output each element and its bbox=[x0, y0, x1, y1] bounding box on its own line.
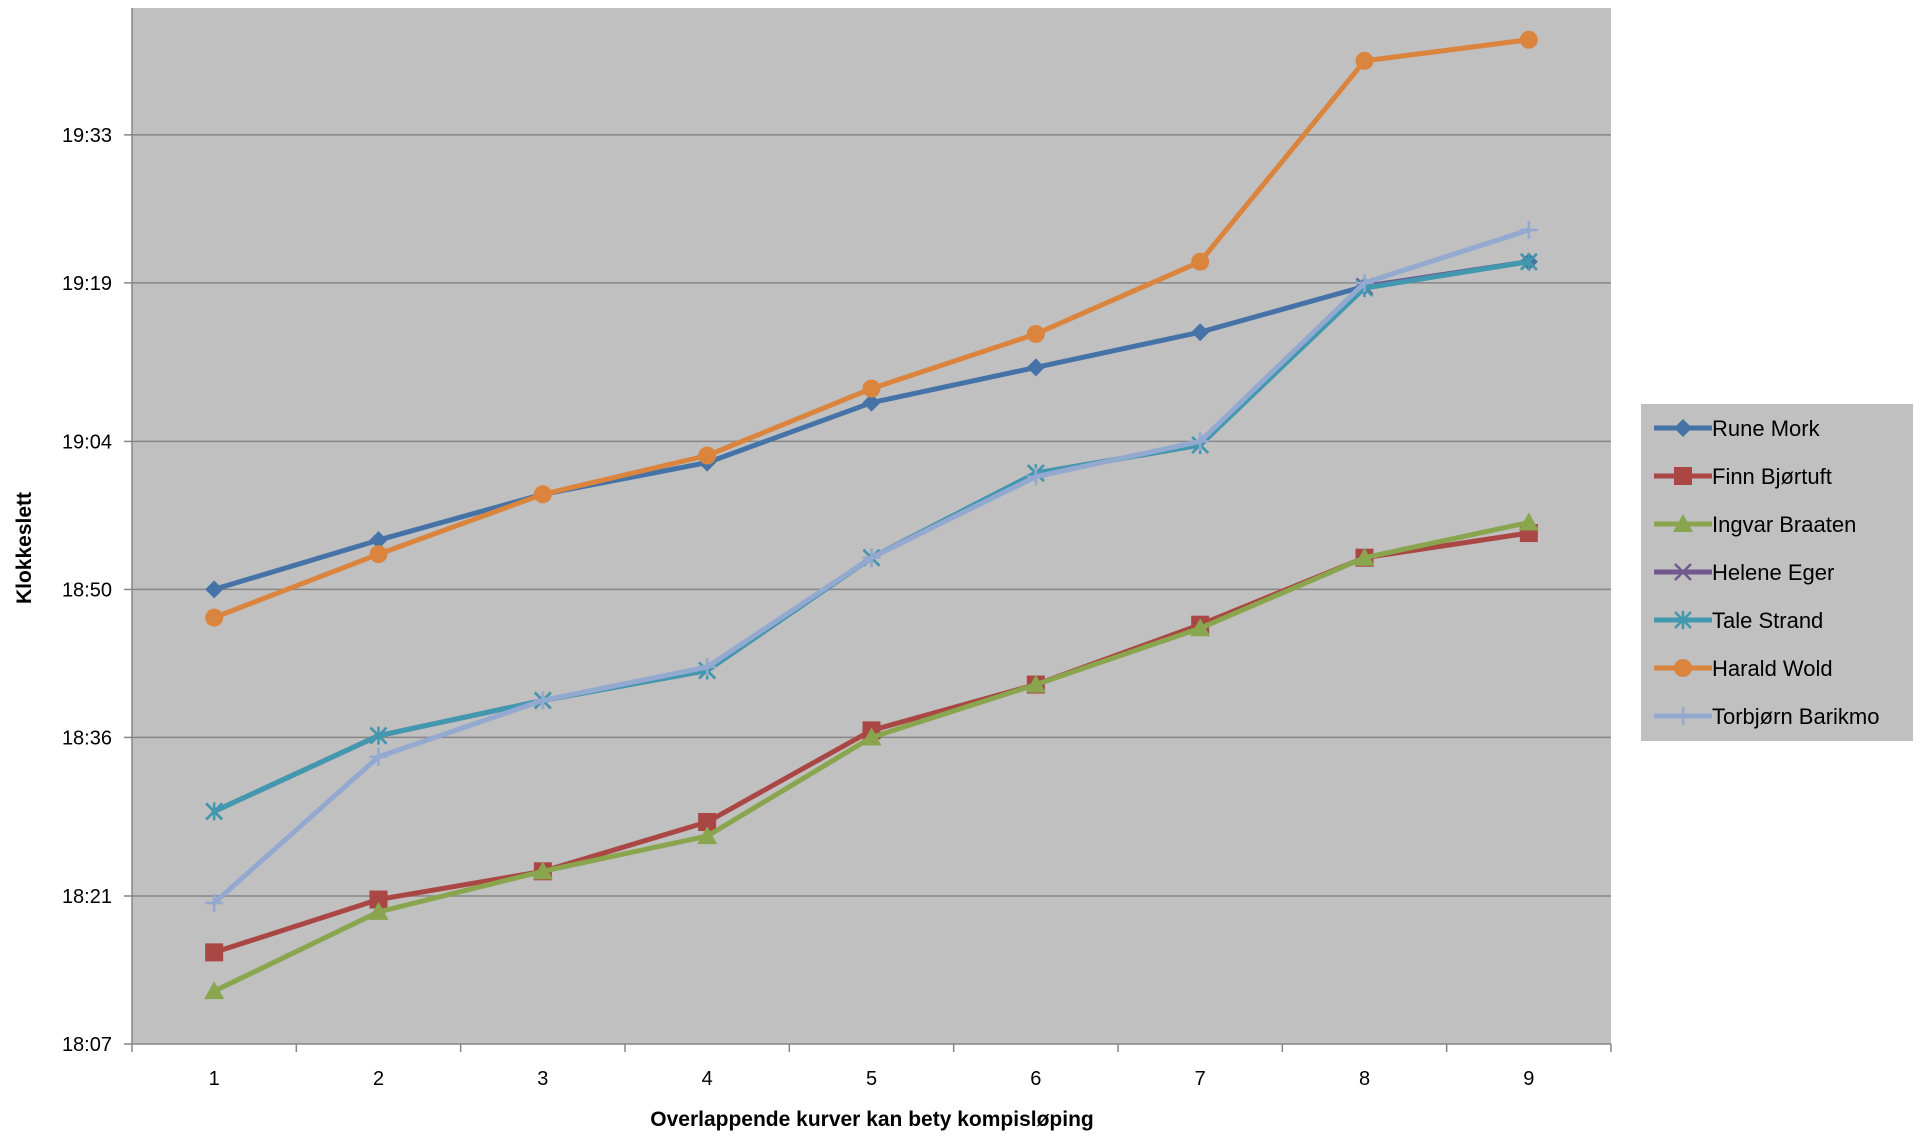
axes bbox=[131, 8, 1612, 1052]
data-point bbox=[861, 727, 882, 746]
data-point bbox=[862, 393, 881, 412]
data-point bbox=[862, 379, 881, 398]
y-tick-label: 18:36 bbox=[62, 727, 112, 749]
data-point bbox=[369, 545, 388, 564]
data-point bbox=[1519, 30, 1538, 49]
data-point bbox=[1354, 547, 1375, 566]
data-point bbox=[1674, 707, 1692, 725]
legend-item: Harald Wold bbox=[1654, 656, 1833, 681]
data-point bbox=[1026, 358, 1045, 377]
x-tick-label: 5 bbox=[866, 1068, 877, 1090]
x-axis-title: Overlappende kurver kan bety kompisløpin… bbox=[650, 1108, 1093, 1131]
x-tick-label: 7 bbox=[1195, 1068, 1206, 1090]
data-point bbox=[369, 890, 388, 909]
legend-item: Finn Bjørtuft bbox=[1654, 464, 1832, 489]
y-axis-title: Klokkeslett bbox=[13, 492, 36, 604]
y-tick-label: 18:50 bbox=[62, 579, 112, 601]
x-tick-label: 2 bbox=[373, 1068, 384, 1090]
x-tick-label: 1 bbox=[209, 1068, 220, 1090]
data-point bbox=[205, 608, 224, 627]
data-point bbox=[862, 548, 881, 567]
data-point bbox=[204, 981, 225, 1000]
y-tick-label: 18:07 bbox=[62, 1034, 112, 1056]
data-point bbox=[369, 747, 388, 766]
legend-label: Tale Strand bbox=[1712, 608, 1823, 633]
data-point bbox=[1026, 467, 1045, 486]
x-tick-label: 4 bbox=[702, 1068, 713, 1090]
legend-item: Ingvar Braaten bbox=[1654, 512, 1856, 537]
series-torbj-rn-barikmo bbox=[205, 221, 1538, 913]
series-layer bbox=[204, 30, 1539, 1000]
data-point bbox=[205, 943, 224, 962]
legend-item: Tale Strand bbox=[1654, 608, 1823, 633]
data-point bbox=[1191, 432, 1210, 451]
data-point bbox=[1674, 659, 1692, 677]
legend-item: Rune Mork bbox=[1654, 416, 1821, 441]
data-point bbox=[205, 802, 224, 821]
data-point bbox=[1026, 324, 1045, 343]
y-tick-labels: 18:07 18:21 18:36 18:50 19:04 19:19 19:33 bbox=[62, 125, 112, 1056]
data-point bbox=[1355, 273, 1374, 292]
y-tick-label: 18:21 bbox=[62, 886, 112, 908]
x-tick-label: 3 bbox=[537, 1068, 548, 1090]
data-point bbox=[532, 861, 553, 880]
x-tick-labels: 1 2 3 4 5 6 7 8 9 bbox=[209, 1068, 1535, 1090]
x-tick-label: 8 bbox=[1359, 1068, 1370, 1090]
data-point bbox=[1674, 467, 1692, 485]
x-tick-label: 9 bbox=[1523, 1068, 1534, 1090]
data-point bbox=[368, 901, 389, 920]
legend-label: Rune Mork bbox=[1712, 416, 1821, 441]
data-point bbox=[1191, 252, 1210, 271]
legend-label: Finn Bjørtuft bbox=[1712, 464, 1832, 489]
plot-area bbox=[132, 8, 1611, 1044]
legend: Rune Mork Finn Bjørtuft Ingvar Braaten Hele… bbox=[1641, 404, 1913, 741]
y-tick-label: 19:04 bbox=[62, 431, 112, 453]
data-point bbox=[205, 894, 224, 913]
data-point bbox=[1674, 563, 1692, 581]
data-point bbox=[1190, 618, 1211, 637]
y-tick-label: 19:19 bbox=[62, 273, 112, 295]
data-point bbox=[533, 691, 552, 710]
data-point bbox=[698, 657, 717, 676]
data-point bbox=[1673, 514, 1693, 532]
series-harald-wold bbox=[205, 30, 1538, 627]
data-point bbox=[1674, 419, 1692, 437]
data-point bbox=[369, 531, 388, 550]
data-point bbox=[1518, 512, 1539, 531]
data-point bbox=[1674, 611, 1692, 629]
data-point bbox=[205, 580, 224, 599]
legend-item: Helene Eger bbox=[1654, 560, 1834, 585]
data-point bbox=[698, 813, 717, 831]
data-point bbox=[1355, 51, 1374, 70]
data-point bbox=[1519, 221, 1538, 239]
data-point bbox=[1191, 323, 1210, 342]
legend-label: Helene Eger bbox=[1712, 560, 1834, 585]
data-point bbox=[697, 826, 718, 845]
x-tick-label: 6 bbox=[1030, 1068, 1041, 1090]
data-point bbox=[698, 446, 717, 465]
data-point bbox=[369, 726, 388, 745]
legend-label: Torbjørn Barikmo bbox=[1712, 704, 1879, 729]
data-point bbox=[533, 485, 552, 504]
legend-label: Harald Wold bbox=[1712, 656, 1833, 681]
y-tick-label: 19:33 bbox=[62, 125, 112, 147]
legend-item: Torbjørn Barikmo bbox=[1654, 704, 1879, 729]
data-point bbox=[1025, 674, 1046, 693]
series-ingvar-braaten bbox=[204, 512, 1539, 1000]
legend-label: Ingvar Braaten bbox=[1712, 512, 1856, 537]
data-point bbox=[1519, 252, 1538, 271]
